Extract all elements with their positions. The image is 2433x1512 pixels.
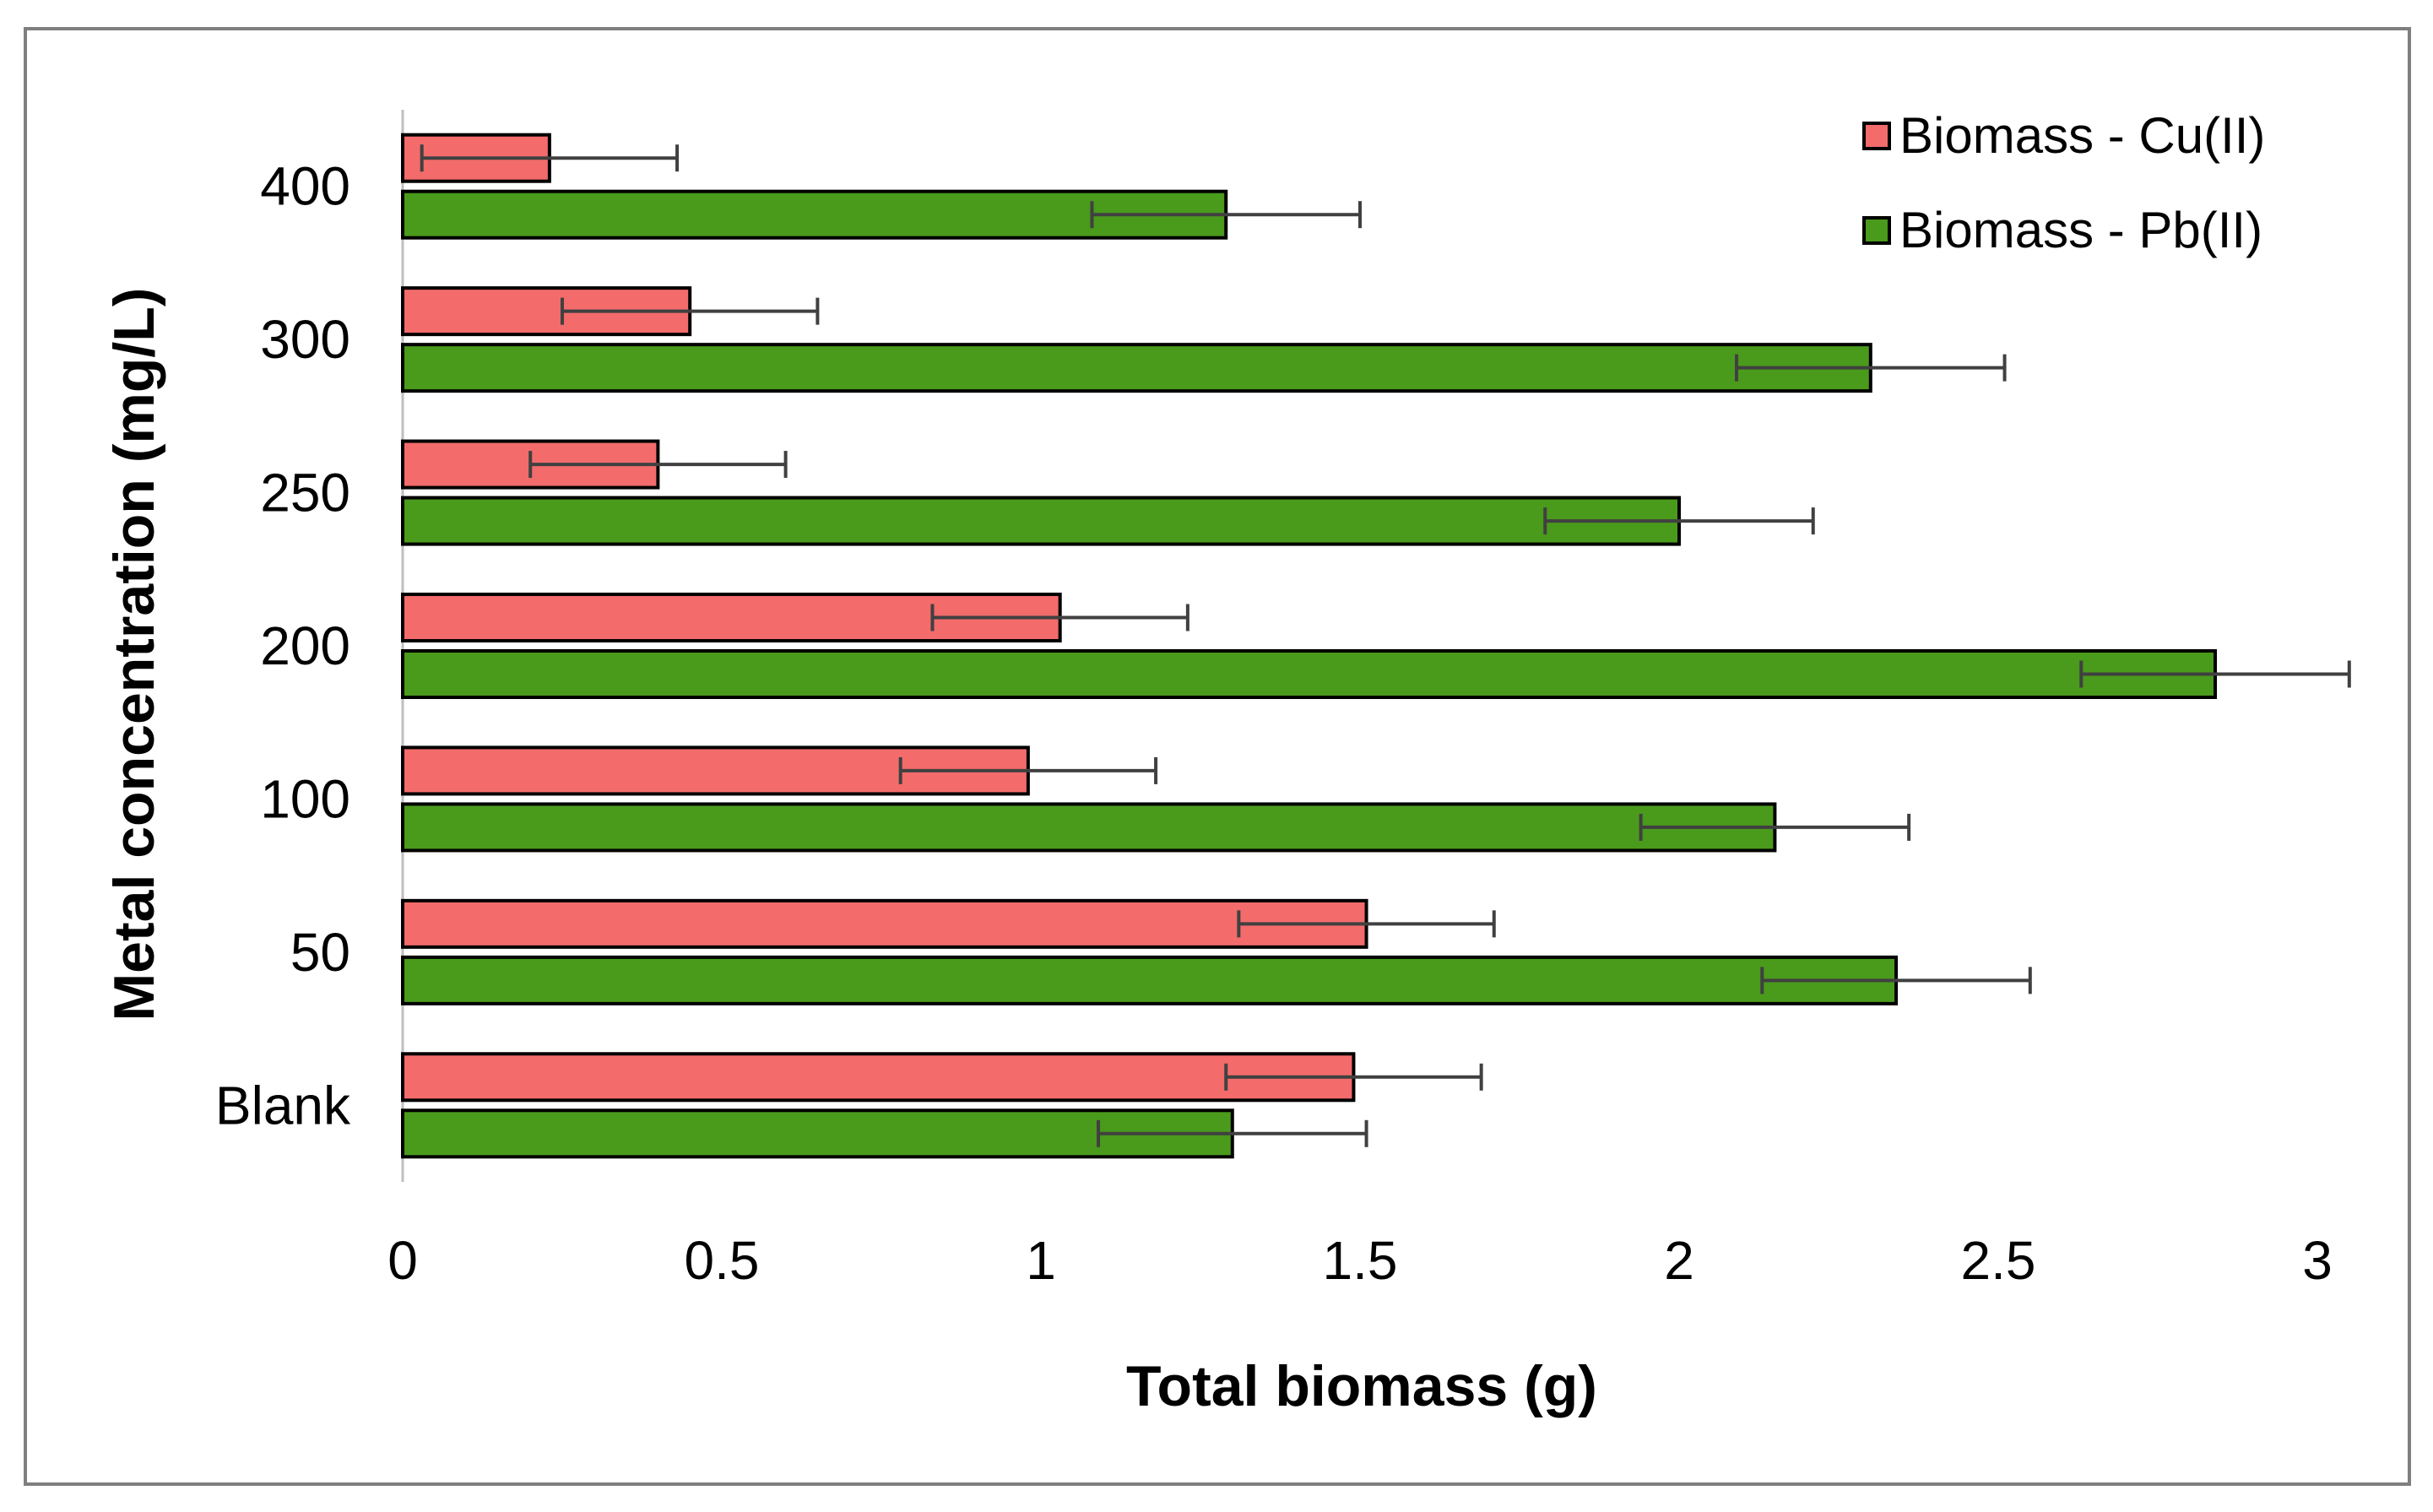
y-tick-label: 100 xyxy=(260,768,350,829)
error-bar-cu-100 xyxy=(898,756,1158,784)
error-bar-cu-300 xyxy=(561,297,820,325)
bar-pb-250 xyxy=(401,496,1681,546)
error-bar-cu-400 xyxy=(420,144,680,172)
error-bar-cu-200 xyxy=(930,604,1189,631)
bar-pb-200 xyxy=(401,649,2218,699)
y-tick-label: 250 xyxy=(260,463,350,523)
bar-pb-400 xyxy=(401,189,1228,240)
y-tick-labels: Blank 50 100 200 250 300 400 xyxy=(215,156,351,1136)
bars-layer xyxy=(401,133,2218,1159)
x-axis-title: Total biomass (g) xyxy=(1126,1354,1597,1418)
legend-swatch-cu xyxy=(1862,122,1891,150)
x-tick-label: 0.5 xyxy=(685,1230,760,1291)
y-tick-label: 400 xyxy=(260,156,350,217)
error-bar-pb-400 xyxy=(1090,201,1362,229)
x-tick-label: 1 xyxy=(1026,1230,1056,1291)
bar-cu-blank xyxy=(401,1052,1356,1103)
legend-label-pb: Biomass - Pb(II) xyxy=(1899,202,2262,258)
legend: Biomass - Cu(II) Biomass - Pb(II) xyxy=(1862,107,2265,258)
x-tick-label: 2.5 xyxy=(1961,1230,2036,1291)
bar-pb-300 xyxy=(401,343,1872,393)
y-tick-label: 200 xyxy=(260,615,350,676)
y-tick-label: 300 xyxy=(260,309,350,370)
error-bar-cu-50 xyxy=(1237,910,1496,938)
x-tick-label: 0 xyxy=(387,1230,418,1291)
error-bars-layer xyxy=(420,144,2351,1147)
error-bar-pb-250 xyxy=(1543,507,1815,535)
x-tick-label: 2 xyxy=(1664,1230,1694,1291)
legend-swatch-pb xyxy=(1862,216,1891,245)
y-tick-label: 50 xyxy=(290,922,350,983)
bar-pb-blank xyxy=(401,1108,1234,1159)
bar-pb-100 xyxy=(401,802,1777,853)
bar-pb-50 xyxy=(401,955,1899,1005)
error-bar-cu-250 xyxy=(528,451,788,479)
error-bar-pb-blank xyxy=(1097,1119,1368,1147)
x-tick-labels: 0 0.5 1 1.5 2 2.5 3 xyxy=(387,1230,2333,1291)
y-axis-title: Metal concentration (mg/L) xyxy=(102,288,166,1022)
error-bar-pb-200 xyxy=(2079,660,2351,688)
error-bar-pb-300 xyxy=(1735,354,2007,382)
legend-label-cu: Biomass - Cu(II) xyxy=(1899,107,2265,164)
x-tick-label: 3 xyxy=(2302,1230,2333,1291)
error-bar-pb-50 xyxy=(1760,967,2032,994)
error-bar-cu-blank xyxy=(1224,1063,1483,1091)
error-bar-pb-100 xyxy=(1639,813,1911,841)
bar-cu-50 xyxy=(401,898,1368,949)
x-tick-label: 1.5 xyxy=(1323,1230,1398,1291)
y-tick-label: Blank xyxy=(215,1075,351,1135)
